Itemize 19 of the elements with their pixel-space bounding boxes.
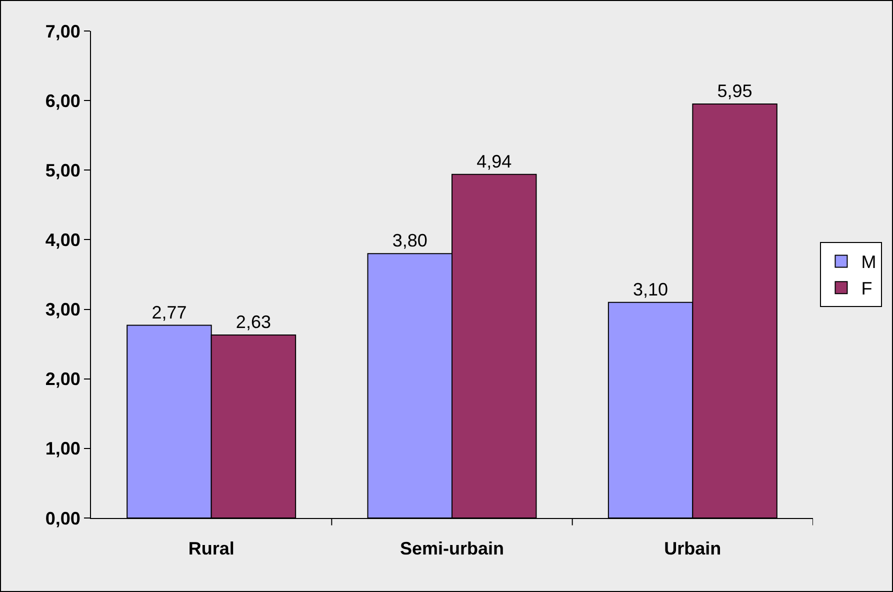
y-tick-label: 7,00 — [45, 21, 80, 42]
x-tick-label: Rural — [188, 538, 234, 559]
x-tick-label: Semi-urbain — [400, 538, 504, 559]
y-tick-label: 3,00 — [45, 300, 80, 320]
data-label: 2,77 — [152, 302, 187, 322]
data-label: 4,94 — [476, 151, 512, 172]
y-tick-label: 0,00 — [45, 508, 80, 528]
data-label: 2,63 — [236, 312, 271, 332]
data-label: 3,80 — [392, 230, 428, 251]
y-tick-label: 6,00 — [45, 90, 80, 111]
x-tick-label: Urbain — [664, 538, 722, 559]
y-tick-label: 5,00 — [45, 160, 80, 180]
data-label: 5,95 — [717, 81, 752, 102]
legend-label: F — [861, 278, 872, 299]
data-label: 3,10 — [633, 279, 668, 300]
y-tick-label: 1,00 — [45, 438, 80, 459]
legend-label: M — [861, 252, 876, 272]
y-tick-label: 2,00 — [45, 369, 80, 390]
y-tick-label: 4,00 — [45, 230, 80, 250]
